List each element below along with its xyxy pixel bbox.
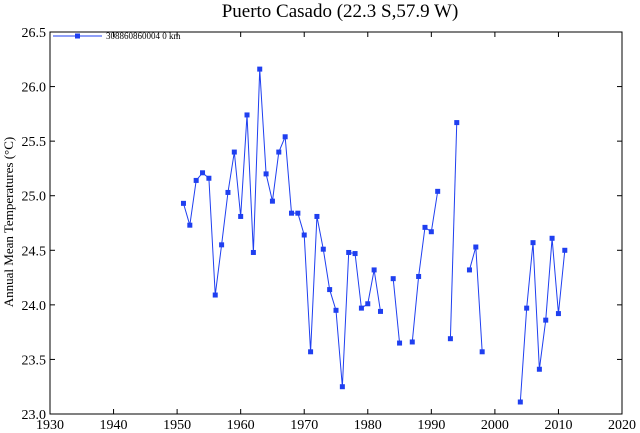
y-tick-label: 26.0: [22, 81, 47, 96]
series-lines: [182, 69, 566, 403]
y-tick-label: 24.5: [22, 244, 47, 259]
data-point: [479, 349, 485, 355]
x-tick-label: 2000: [481, 418, 509, 433]
data-point: [301, 232, 307, 238]
chart-title: Puerto Casado (22.3 S,57.9 W): [222, 1, 459, 22]
axis-tick-labels: 1930 1940 1950 1960 1970 1980 1990 2000 2010 2020…: [22, 26, 637, 433]
x-tick-label: 1970: [290, 418, 318, 433]
data-point: [212, 292, 218, 298]
y-tick-label: 23.0: [22, 408, 47, 423]
data-point: [263, 171, 269, 177]
y-tick-label: 25.5: [22, 135, 47, 150]
legend-label: 308860860004 0 km: [106, 31, 181, 41]
data-point: [314, 213, 320, 219]
data-point: [238, 213, 244, 219]
data-point: [377, 308, 383, 314]
plot-frame: [49, 31, 623, 415]
data-point: [289, 210, 295, 216]
y-tick-label: 24.0: [22, 299, 47, 314]
data-point: [397, 340, 403, 346]
data-point: [466, 267, 472, 273]
data-point: [543, 317, 549, 323]
data-point: [250, 249, 256, 255]
data-point: [320, 246, 326, 252]
x-tick-label: 2020: [608, 418, 636, 433]
data-point: [409, 339, 415, 345]
y-tick-label: 25.0: [22, 190, 47, 205]
data-point: [428, 229, 434, 235]
data-point: [352, 251, 358, 257]
x-tick-label: 1950: [163, 418, 191, 433]
series-line-segment: [449, 122, 458, 339]
y-tick-label: 26.5: [22, 26, 47, 41]
data-point: [549, 235, 555, 241]
data-point: [257, 66, 263, 72]
data-point: [422, 224, 428, 230]
series-line-segment: [468, 246, 483, 352]
y-axis-label: Annual Mean Temperatures (°C): [1, 137, 16, 307]
data-point: [244, 112, 250, 118]
data-point: [517, 399, 523, 405]
x-tick-label: 1960: [227, 418, 255, 433]
data-point: [282, 134, 288, 140]
data-point: [371, 267, 377, 273]
series-line-segment: [182, 69, 381, 387]
data-point: [225, 189, 231, 195]
x-tick-label: 2010: [544, 418, 572, 433]
data-point: [269, 198, 275, 204]
data-point: [231, 149, 237, 155]
data-point: [524, 305, 530, 311]
data-point: [219, 242, 225, 248]
data-point: [416, 273, 422, 279]
data-point: [333, 307, 339, 313]
series-line-segment: [392, 278, 401, 344]
series-line-segment: [411, 191, 439, 343]
data-point: [365, 301, 371, 307]
data-point: [536, 366, 542, 372]
data-point: [435, 188, 441, 194]
data-point: [327, 287, 333, 293]
data-point: [473, 244, 479, 250]
series-line-segment: [519, 238, 566, 403]
data-point: [555, 311, 561, 317]
data-point: [308, 349, 314, 355]
data-point: [276, 149, 282, 155]
y-tick-label: 23.5: [22, 353, 47, 368]
data-point: [447, 336, 453, 342]
data-point: [562, 247, 568, 253]
legend: 308860860004 0 km: [53, 31, 181, 41]
data-point: [390, 276, 396, 282]
data-point: [193, 177, 199, 183]
x-tick-label: 1940: [100, 418, 128, 433]
data-point: [339, 384, 345, 390]
legend-marker: [75, 33, 80, 39]
data-point: [346, 249, 352, 255]
x-tick-label: 1990: [417, 418, 445, 433]
data-point: [530, 240, 536, 246]
series-points: [180, 66, 568, 405]
x-tick-label: 1980: [354, 418, 382, 433]
data-point: [206, 175, 212, 181]
data-point: [200, 170, 206, 176]
data-point: [180, 200, 186, 206]
data-point: [358, 305, 364, 311]
data-point: [187, 222, 193, 228]
data-point: [295, 210, 301, 216]
axis-ticks: [49, 31, 623, 415]
data-point: [454, 120, 460, 126]
x-tick-label: 1930: [36, 418, 64, 433]
